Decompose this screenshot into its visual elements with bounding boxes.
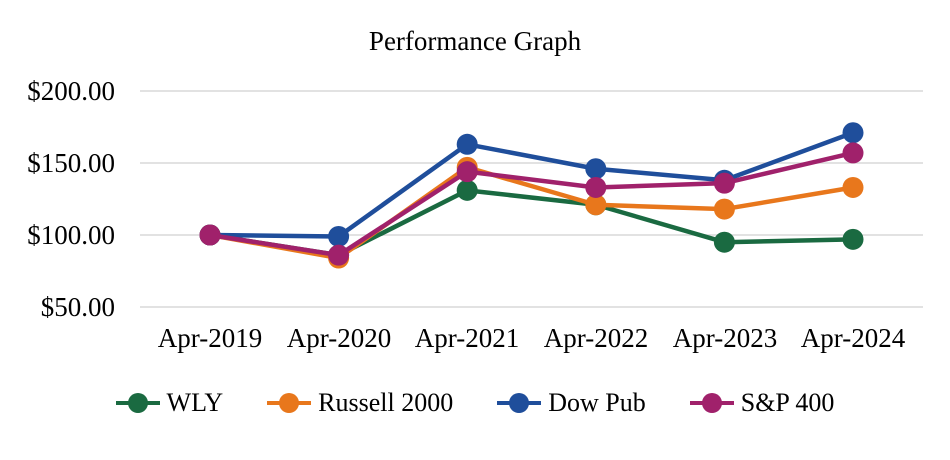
x-axis-tick-apr-2019: Apr-2019 xyxy=(157,323,263,353)
dow-pub-series-marker-icon xyxy=(497,393,542,413)
data-point xyxy=(713,172,735,194)
russell-2000-series-marker-icon xyxy=(267,393,312,413)
legend-item-russell-2000: Russell 2000 xyxy=(267,386,453,420)
series-line-s-p-400 xyxy=(209,150,854,258)
legend-label: Dow Pub xyxy=(548,388,646,417)
legend-label: Russell 2000 xyxy=(318,388,454,417)
data-point xyxy=(713,198,735,220)
x-axis-tick-apr-2022: Apr-2022 xyxy=(543,323,649,353)
y-axis-tick-50: $50.00 xyxy=(40,292,115,322)
chart-title: Performance Graph xyxy=(368,26,582,56)
data-point xyxy=(328,225,350,247)
data-point xyxy=(585,158,607,180)
legend-item-sp-400: S&P 400 xyxy=(689,386,835,420)
sp-400-series-marker-icon xyxy=(689,393,734,413)
x-axis-tick-apr-2024: Apr-2024 xyxy=(800,323,906,353)
y-axis-tick-100: $100.00 xyxy=(27,220,115,250)
legend-marker-dot xyxy=(127,393,148,413)
y-axis-tick-150: $150.00 xyxy=(27,148,115,178)
legend-item-dow-pub: Dow Pub xyxy=(497,386,646,420)
data-point xyxy=(713,231,735,253)
data-point xyxy=(199,224,221,246)
data-point xyxy=(842,176,864,198)
wly-series-marker-icon xyxy=(115,393,160,413)
data-point xyxy=(842,142,864,164)
data-point xyxy=(585,176,607,198)
data-point xyxy=(328,244,350,266)
legend-label: WLY xyxy=(166,388,224,417)
legend-label: S&P 400 xyxy=(740,388,835,417)
series-line-dow-pub xyxy=(209,130,854,239)
data-point xyxy=(456,179,478,201)
legend-marker-dot xyxy=(701,393,722,413)
legend-marker-dot xyxy=(509,393,530,413)
legend-item-wly: WLY xyxy=(115,386,224,420)
x-axis-tick-apr-2020: Apr-2020 xyxy=(286,323,392,353)
data-point xyxy=(456,133,478,155)
series-line-russell-2000 xyxy=(209,165,854,261)
data-point xyxy=(585,194,607,216)
x-axis-tick-apr-2023: Apr-2023 xyxy=(672,323,778,353)
chart-legend: WLY Russell 2000 Dow Pub S&P 400 xyxy=(0,386,950,420)
series-line-wly xyxy=(209,188,854,258)
x-axis-tick-apr-2021: Apr-2021 xyxy=(414,323,520,353)
data-point xyxy=(842,122,864,144)
y-axis-tick-200: $200.00 xyxy=(27,76,115,106)
data-point xyxy=(842,228,864,250)
data-point xyxy=(456,161,478,183)
legend-marker-dot xyxy=(279,393,300,413)
